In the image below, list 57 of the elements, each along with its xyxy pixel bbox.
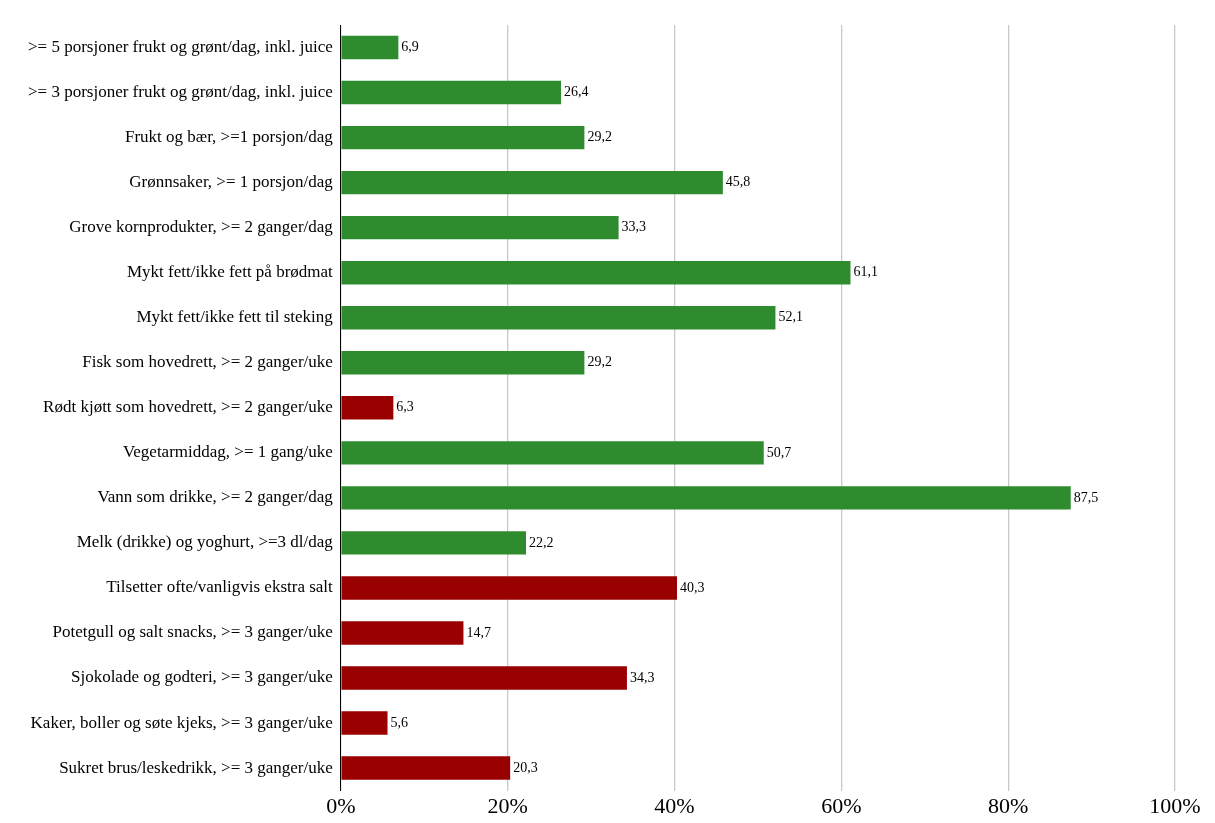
bar — [341, 621, 464, 645]
y-tick-label: Kaker, boller og søte kjeks, >= 3 ganger/uke — [30, 712, 333, 732]
y-tick-label: Mykt fett/ikke fett til steking — [136, 307, 334, 327]
data-label: 29,2 — [587, 354, 612, 370]
y-tick-label: Sukret brus/leskedrikk, >= 3 ganger/uke — [59, 757, 333, 777]
bar — [341, 80, 562, 105]
data-label: 22,2 — [529, 534, 554, 550]
y-tick-label: >= 3 porsjoner frukt og grønt/dag, inkl. juice — [27, 82, 333, 102]
data-label: 14,7 — [466, 624, 491, 640]
data-label: 6,3 — [396, 399, 414, 415]
x-tick-label: 0% — [326, 792, 356, 818]
bar — [341, 576, 677, 600]
y-tick-label: Tilsetter ofte/vanligvis ekstra salt — [106, 577, 334, 597]
y-tick-label: Frukt og bær, >=1 porsjon/dag — [124, 127, 334, 147]
bar — [341, 531, 526, 555]
y-tick-label: Melk (drikke) og yoghurt, >=3 dl/dag — [76, 532, 334, 552]
y-tick-label: Potetgull og salt snacks, >= 3 ganger/uke — [52, 622, 333, 642]
y-tick-label: Rødt kjøtt som hovedrett, >= 2 ganger/uke — [43, 397, 333, 417]
data-label: 45,8 — [725, 174, 751, 190]
bar — [341, 351, 585, 375]
x-tick-label: 80% — [988, 792, 1029, 818]
data-label: 52,1 — [778, 309, 803, 325]
x-tick-label: 100% — [1149, 792, 1201, 818]
x-tick-label: 20% — [487, 792, 528, 818]
data-label: 33,3 — [621, 219, 647, 235]
bar — [341, 260, 851, 285]
data-label: 26,4 — [564, 84, 589, 100]
bar — [341, 441, 764, 465]
x-tick-label: 40% — [654, 792, 695, 818]
y-tick-label: >= 5 porsjoner frukt og grønt/dag, inkl. juice — [27, 36, 333, 56]
bar — [341, 125, 585, 150]
bar — [341, 396, 394, 420]
y-tick-label: Vann som drikke, >= 2 ganger/dag — [97, 487, 334, 507]
bar — [341, 711, 388, 735]
data-label: 5,6 — [390, 714, 409, 730]
data-label: 29,2 — [587, 129, 612, 145]
y-tick-label: Vegetarmiddag, >= 1 gang/uke — [122, 442, 333, 462]
data-label: 20,3 — [513, 759, 538, 775]
y-tick-label: Fisk som hovedrett, >= 2 ganger/uke — [82, 352, 333, 372]
bar — [341, 756, 511, 780]
bar — [341, 35, 399, 60]
data-label: 87,5 — [1073, 489, 1099, 505]
bar — [341, 215, 619, 240]
y-tick-label: Grønnsaker, >= 1 porsjon/dag — [129, 172, 334, 192]
x-tick-label: 60% — [821, 792, 862, 818]
y-tick-label: Grove kornprodukter, >= 2 ganger/dag — [69, 217, 334, 237]
data-label: 61,1 — [853, 264, 878, 280]
y-tick-label: Sjokolade og godteri, >= 3 ganger/uke — [70, 667, 333, 687]
bar — [341, 170, 723, 195]
y-tick-label: Mykt fett/ikke fett på brødmat — [126, 262, 334, 282]
data-label: 40,3 — [679, 579, 705, 595]
data-label: 50,7 — [766, 444, 792, 460]
bar — [341, 666, 627, 690]
bar — [341, 486, 1071, 510]
data-label: 6,9 — [401, 39, 419, 55]
bar — [341, 306, 776, 330]
data-label: 34,3 — [629, 669, 655, 685]
